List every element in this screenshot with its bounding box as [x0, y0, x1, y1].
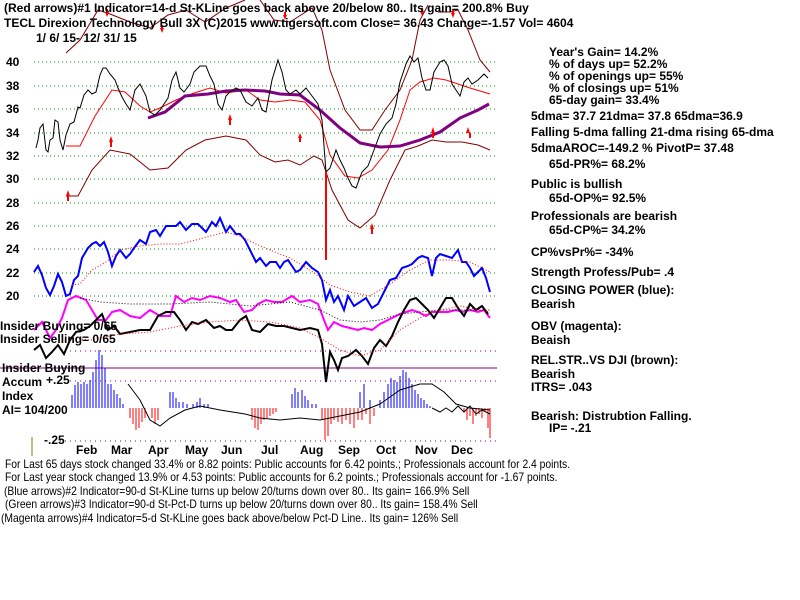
y-tick-34: 34 — [6, 126, 20, 140]
index-label: Index — [2, 389, 34, 403]
price-bars — [35, 55, 489, 189]
indicator-1-title: (Red arrows)#1 Indicator=14-d St-KLine g… — [4, 1, 529, 15]
y-tick-38: 38 — [6, 79, 20, 93]
x-tick-nov: Nov — [415, 443, 438, 457]
red-arrows — [66, 8, 471, 234]
relstr-value: Bearish — [531, 367, 576, 381]
insider-selling-label: Insider Selling= 0/65 — [0, 332, 116, 346]
pr-percent: 65d-PR%= 68.2% — [549, 157, 646, 171]
relstr-line — [33, 296, 489, 383]
closing-power-ma — [71, 231, 491, 297]
years-gain: Year's Gain= 14.2% — [549, 45, 659, 59]
x-tick-oct: Oct — [376, 443, 397, 457]
lower-band — [66, 135, 491, 229]
itrs-value: ITRS= .043 — [531, 380, 593, 394]
footer-year-summary: For Last year stock changed 13.9% or 4.5… — [5, 470, 558, 484]
obv-value: Beaish — [531, 333, 571, 347]
accum-minus-tick: -.25 — [44, 433, 65, 447]
x-tick-jun: Jun — [221, 443, 243, 457]
days-up: % of days up= 52.2% — [549, 57, 668, 71]
closing-power-line — [33, 215, 491, 313]
aroc-pivot: 5dmaAROC=-149.2 % PivotP= 37.48 — [531, 141, 734, 155]
y-tick-24: 24 — [6, 242, 20, 256]
accum-ma — [127, 383, 491, 427]
x-tick-aug: Aug — [300, 443, 324, 457]
dma-values: 5dma= 37.7 21dma= 37.8 65dma=36.9 — [531, 109, 743, 123]
price-gridlines — [34, 61, 497, 297]
dma-trend: Falling 5-dma falling 21-dma rising 65-d… — [531, 125, 774, 139]
strength-ratio: Strength Profess/Pub= .4 — [531, 265, 675, 279]
accum-label: Accum — [2, 375, 43, 389]
x-tick-sep: Sep — [338, 443, 361, 457]
gain-65d: 65-day gain= 33.4% — [549, 93, 660, 107]
date-range: 1/ 6/ 15- 12/ 31/ 15 — [36, 31, 137, 45]
op-percent: 65d-OP%= 92.5% — [549, 191, 647, 205]
accum-line — [431, 405, 491, 415]
y-tick-22: 22 — [6, 266, 20, 280]
y-tick-30: 30 — [6, 172, 20, 186]
closing-power-label: CLOSING POWER (blue): — [531, 283, 675, 297]
y-tick-26: 26 — [6, 219, 20, 233]
y-tick-36: 36 — [6, 102, 20, 116]
x-tick-feb: Feb — [76, 443, 98, 457]
y-tick-40: 40 — [6, 55, 20, 69]
cp-vs-pr: CP%vsPr%= -34% — [531, 245, 634, 259]
closing-power-value: Bearish — [531, 297, 576, 311]
x-tick-apr: Apr — [148, 443, 169, 457]
y-tick-20: 20 — [6, 289, 20, 303]
ma21-line — [66, 77, 491, 179]
footer-magenta-arrows: (Magenta arrows)#4 Indicator=5-d St-KLin… — [1, 511, 459, 525]
footer-65day-summary: For Last 65 days stock changed 33.4% or … — [5, 457, 571, 471]
insider-buying-label: Insider Buying= 0/65 — [0, 319, 118, 333]
accum-histogram — [71, 350, 491, 440]
x-tick-may: May — [185, 443, 209, 457]
x-tick-jul: Jul — [261, 443, 279, 457]
x-tick-mar: Mar — [111, 443, 133, 457]
distribution-status: Bearish: Distrubtion Falling. — [531, 409, 692, 423]
insider-buying-title: Insider Buying — [2, 361, 86, 375]
upper-band — [65, 0, 491, 131]
relstr-label: REL.STR..VS DJI (brown): — [531, 353, 679, 367]
footer-green-arrows: (Green arrows)#3 Indicator=90-d St-Pct-D… — [5, 497, 478, 511]
obv-label: OBV (magenta): — [531, 319, 622, 333]
y-tick-28: 28 — [6, 196, 20, 210]
closings-up: % of closings up= 51% — [549, 81, 679, 95]
ai-value: AI= 104/200 — [2, 403, 68, 417]
professionals-sentiment: Professionals are bearish — [531, 209, 678, 223]
ticker-header: TECL Direxion Technology Bull 3X (C)2015… — [4, 16, 574, 30]
ip-value: IP= -.21 — [549, 421, 592, 435]
openings-up: % of openings up= 55% — [549, 69, 684, 83]
x-tick-dec: Dec — [451, 443, 474, 457]
footer-blue-arrows: (Blue arrows)#2 Indicator=90-d St-KLine … — [4, 484, 470, 498]
obv-ma — [79, 297, 490, 323]
cp-percent: 65d-CP%= 34.2% — [549, 223, 646, 237]
accum-plus-tick: +.25 — [46, 373, 70, 387]
public-sentiment: Public is bullish — [531, 177, 623, 191]
y-tick-32: 32 — [6, 149, 20, 163]
